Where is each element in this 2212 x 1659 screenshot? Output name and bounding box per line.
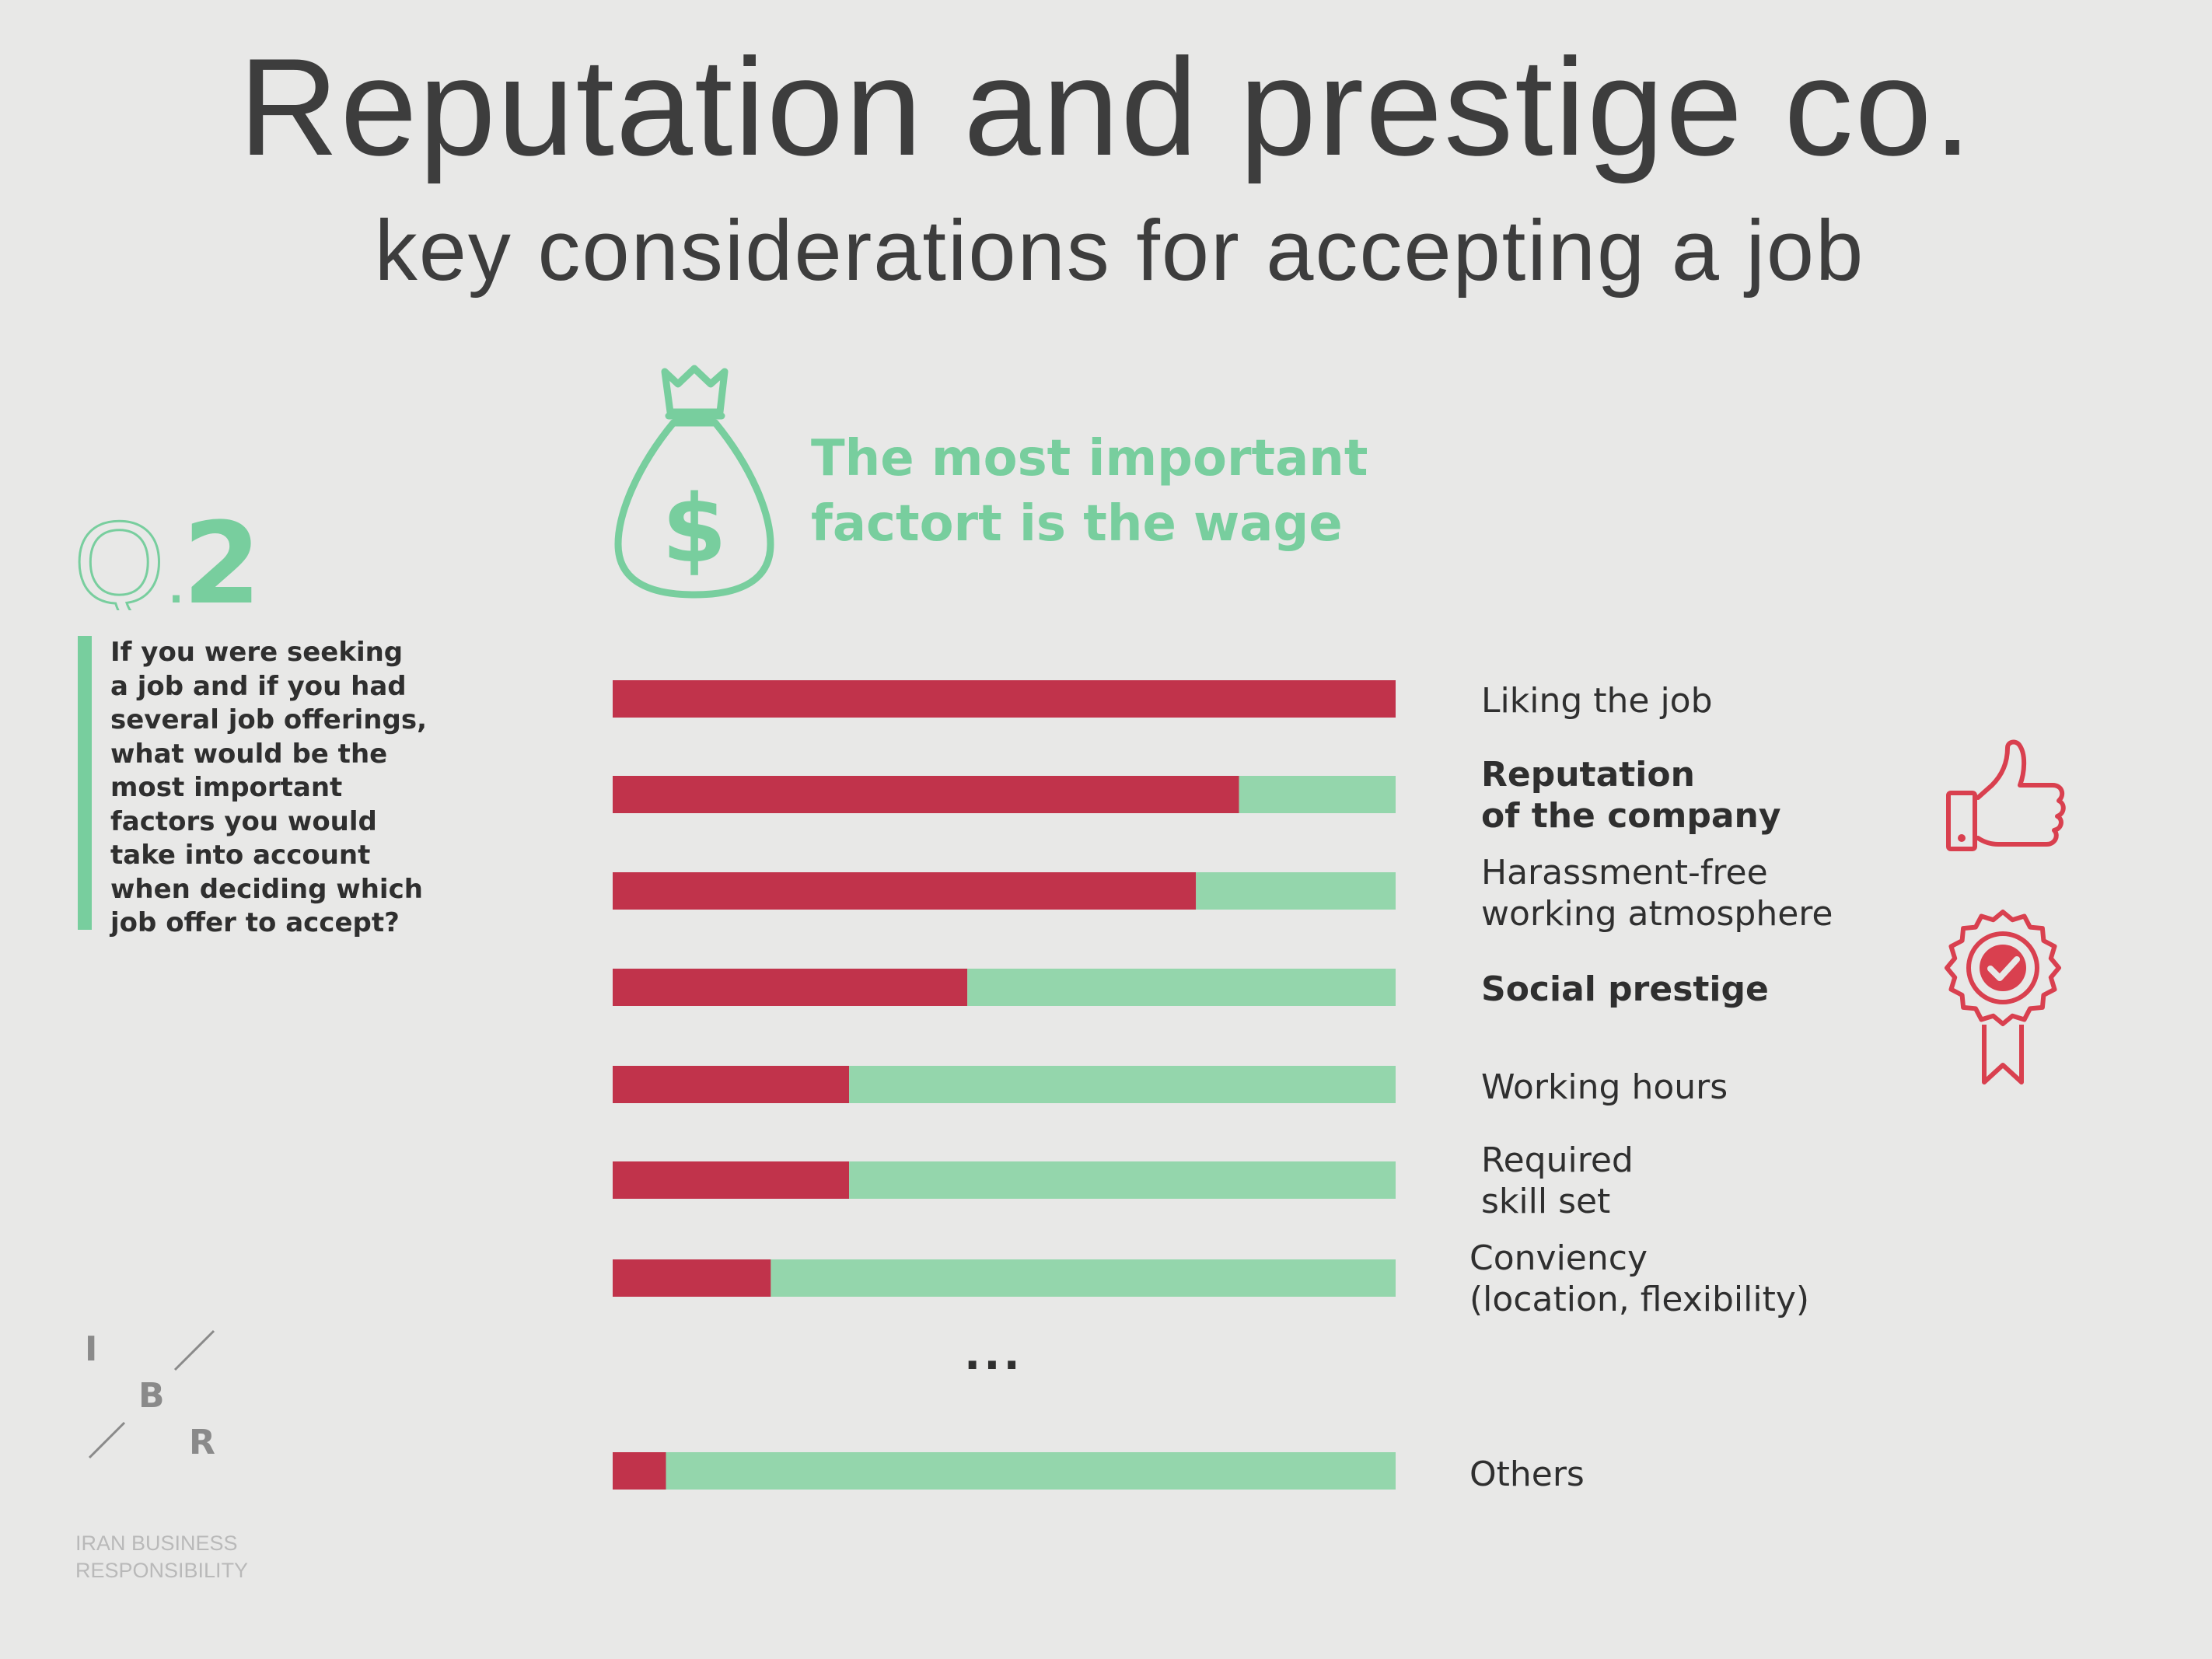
bar-label-line: Social prestige [1481,969,1769,1009]
page-title: Reputation and prestige co. [238,30,1974,184]
bar-segment-green [1196,872,1396,910]
question-line: job offer to accept? [110,907,400,938]
org-line-1: IRAN BUSINESS [75,1532,238,1555]
logo-letter-b: B [138,1376,165,1416]
question-letter: Q [74,509,165,610]
question-num: 2 [183,509,261,610]
bar-segment-red [613,1452,666,1490]
bar-segment-green [849,1066,1396,1103]
question-line: most important [110,772,343,803]
thumbs-up-icon [1946,739,2066,851]
question-dot: . [169,567,183,610]
bar-label-line: Required [1481,1140,1634,1180]
bar-label-line: of the company [1481,796,1781,836]
bar-label-line: Working hours [1481,1067,1728,1107]
question-line: factors you would [110,805,377,837]
bar-segment-red [613,680,1396,718]
bar-label-line: skill set [1481,1182,1611,1221]
ellipsis: ... [964,1329,1023,1380]
headline-line-1: The most important [811,430,1368,487]
bar-segment-green [666,1452,1396,1490]
question-number: Q . 2 [74,509,261,610]
bar-label: Conviency (location, flexibility) [1469,1238,1809,1320]
bar-segment-red [613,776,1239,813]
org-name: IRAN BUSINESS RESPONSIBILITY [75,1530,309,1584]
award-badge-icon [1945,910,2061,1084]
question-line: take into account [110,840,371,871]
question-line: If you were seeking [110,637,404,668]
org-line-2: RESPONSIBILITY [75,1559,249,1582]
bar-label-line: working atmosphere [1481,894,1833,934]
ibr-logo: I B R [85,1329,215,1462]
bar-label: Required skill set [1481,1140,1634,1222]
bar-segment-green [967,969,1396,1006]
bar-label-line: (location, flexibility) [1469,1280,1810,1319]
bar-segment-green [1239,776,1396,813]
bar-label: Working hours [1481,1067,1728,1108]
bar-segment-green [849,1161,1396,1199]
svg-text:$: $ [662,476,727,584]
bar-label: Liking the job [1481,680,1713,721]
bar-label-line: Reputation [1481,755,1695,795]
bar-label-line: Harassment-free [1481,853,1768,892]
bar-label: Others [1469,1454,1585,1495]
bar-label-line: Others [1469,1455,1585,1494]
page-subtitle: key considerations for accepting a job [374,203,1865,299]
bar-segment-red [613,1259,771,1297]
logo-letter-i: I [85,1329,97,1369]
question-line: when deciding which [110,873,423,905]
bar-label-line: Liking the job [1481,681,1713,721]
bar-segment-red [613,969,968,1006]
bar-label: Social prestige [1481,969,1769,1010]
bar-segment-red [613,872,1197,910]
logo-letter-r: R [189,1423,215,1462]
question-line: a job and if you had [110,670,407,702]
money-bag-icon: $ [614,365,774,599]
bar-segment-green [771,1259,1396,1297]
headline: The most important factort is the wage [811,426,1511,557]
question-text: If you were seeking a job and if you had… [78,636,435,938]
question-line: what would be the [110,738,388,770]
question-line: several job offerings, [110,704,427,735]
bar-label: Reputation of the company [1481,754,1781,836]
bar-segment-red [613,1161,850,1199]
headline-line-2: factort is the wage [811,495,1343,553]
bar-segment-red [613,1066,850,1103]
bar-label-line: Conviency [1469,1238,1648,1278]
bar-label: Harassment-free working atmosphere [1481,852,1833,934]
